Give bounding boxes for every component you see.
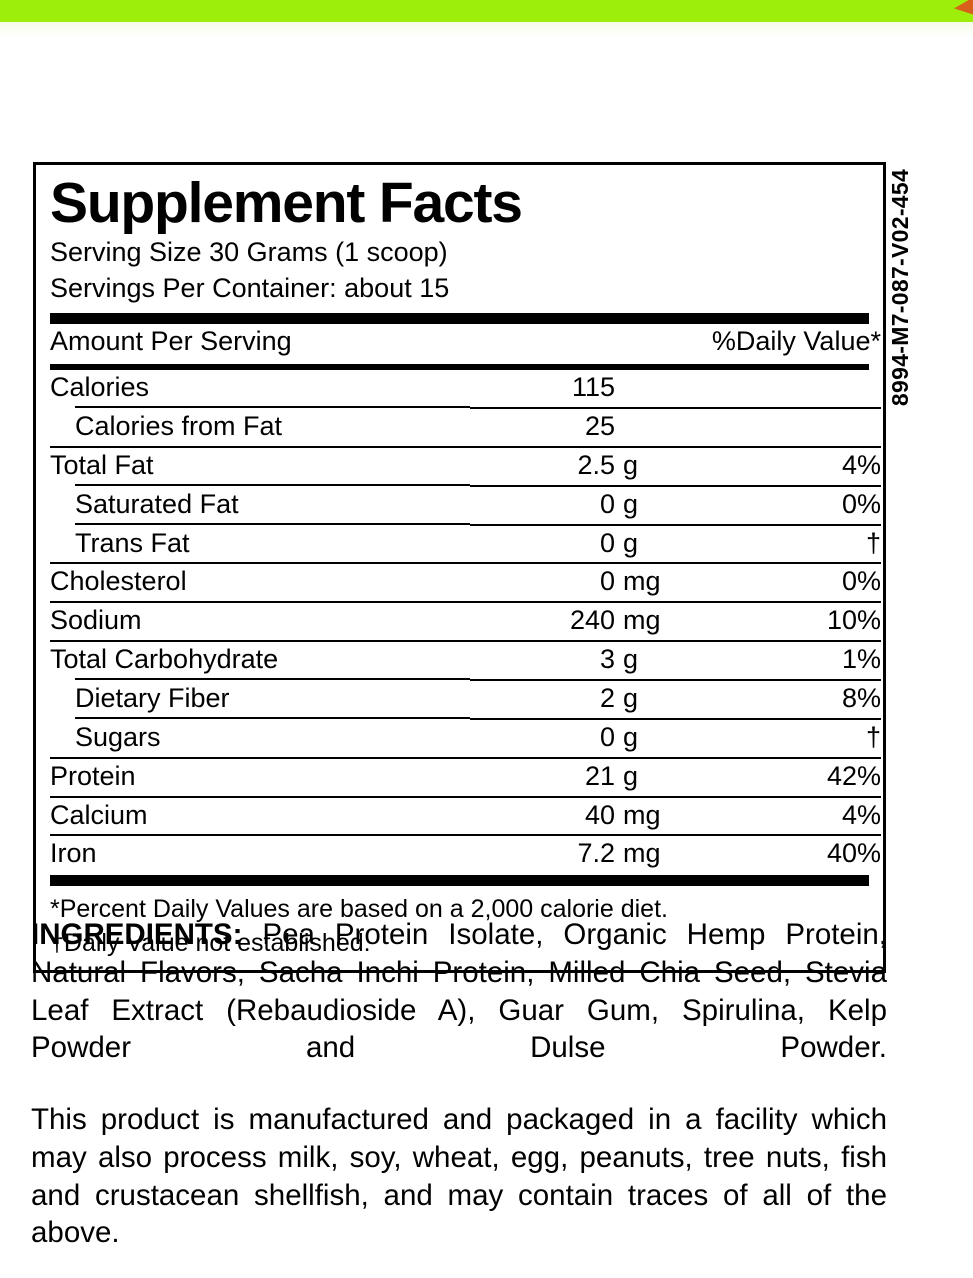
nutrient-daily-value: 4% <box>693 445 881 486</box>
nutrient-amount: 3 <box>470 640 623 680</box>
nutrient-unit <box>623 370 693 408</box>
nutrient-name: Cholesterol <box>50 562 470 603</box>
nutrient-amount: 2 <box>470 678 623 719</box>
table-row: Iron 7.2 mg 40% <box>50 834 881 874</box>
daily-value-header: %Daily Value* <box>711 326 881 357</box>
banner-shadow-fade <box>0 22 973 36</box>
nutrient-daily-value: 10% <box>693 601 881 642</box>
table-row: Sodium 240 mg 10% <box>50 601 881 642</box>
nutrient-name: Sodium <box>50 601 470 642</box>
amount-per-serving-header: Amount Per Serving <box>50 326 292 357</box>
table-row: Total Fat 2.5 g 4% <box>50 445 881 486</box>
ingredients-paragraph: INGREDIENTS: Pea Protein Isolate, Organi… <box>31 916 887 1105</box>
header-spacer-amount <box>470 324 623 362</box>
footer-thick-rule <box>50 875 869 887</box>
nutrient-unit: mg <box>623 562 693 603</box>
table-row: Trans Fat 0 g † <box>50 522 881 564</box>
nutrient-daily-value <box>693 406 881 447</box>
nutrient-name: Calcium <box>50 795 470 836</box>
nutrient-amount: 0 <box>470 484 623 525</box>
orange-triangle-shape <box>954 0 973 15</box>
table-row: Dietary Fiber 2 g 8% <box>50 677 881 719</box>
footnote-daily-value-not-established: †Daily Value not established. <box>50 928 371 957</box>
table-row: Cholesterol 0 mg 0% <box>50 562 881 603</box>
ingredients-label: INGREDIENTS: <box>31 918 243 951</box>
table-row: Protein 21 g 42% <box>50 756 881 797</box>
nutrient-daily-value <box>693 370 881 408</box>
nutrient-unit: mg <box>623 601 693 642</box>
lot-code: 8994-M7-087-V02-454 <box>884 152 918 422</box>
nutrient-daily-value: 0% <box>693 562 881 603</box>
nutrient-daily-value: 1% <box>693 640 881 680</box>
nutrient-amount: 25 <box>470 406 623 447</box>
nutrient-name: Iron <box>50 834 470 874</box>
lot-code-text: 8994-M7-087-V02-454 <box>887 168 914 406</box>
nutrient-daily-value: 40% <box>693 834 881 874</box>
nutrient-name: Calories <box>50 372 150 403</box>
nutrient-unit: g <box>623 484 693 525</box>
nutrient-name: Total Carbohydrate <box>50 640 470 680</box>
table-row: Calories from Fat 25 <box>50 405 881 447</box>
nutrient-unit: g <box>623 756 693 797</box>
nutrient-amount: 40 <box>470 795 623 836</box>
nutrition-table: Amount Per Serving %Daily Value* <box>50 324 881 362</box>
serving-size-line: Serving Size 30 Grams (1 scoop) <box>50 237 448 268</box>
nutrient-name: Trans Fat <box>50 522 470 564</box>
nutrient-name: Sugars <box>50 716 470 758</box>
nutrient-name: Saturated Fat <box>50 483 470 525</box>
table-row: Calories 115 <box>50 370 881 408</box>
nutrient-name: Protein <box>50 756 470 797</box>
nutrient-unit: g <box>623 678 693 719</box>
nutrient-amount: 7.2 <box>470 834 623 874</box>
table-row: Calcium 40 mg 4% <box>50 795 881 836</box>
nutrient-unit: mg <box>623 834 693 874</box>
nutrient-daily-value: 0% <box>693 484 881 525</box>
supplement-facts-panel: Supplement Facts Serving Size 30 Grams (… <box>33 162 886 974</box>
nutrient-daily-value: 8% <box>693 678 881 719</box>
top-green-banner <box>0 0 973 22</box>
pre-rows-rule <box>50 364 869 371</box>
nutrient-name: Dietary Fiber <box>50 677 470 719</box>
nutrient-unit <box>623 406 693 447</box>
nutrient-amount: 115 <box>571 372 615 403</box>
nutrient-amount: 0 <box>470 717 623 758</box>
nutrient-daily-value: 4% <box>693 795 881 836</box>
ingredients-text: Pea Protein Isolate, Organic Hemp Protei… <box>31 918 887 1065</box>
nutrient-name: Total Fat <box>50 445 470 486</box>
nutrient-unit: mg <box>623 795 693 836</box>
table-row: Sugars 0 g † <box>50 716 881 758</box>
corner-graphic-sliver <box>951 0 973 22</box>
nutrient-unit: g <box>623 445 693 486</box>
servings-per-container-line: Servings Per Container: about 15 <box>50 273 450 304</box>
header-spacer-unit <box>623 324 693 362</box>
table-row: Saturated Fat 0 g 0% <box>50 483 881 525</box>
panel-title: Supplement Facts <box>50 171 523 235</box>
nutrient-daily-value: 42% <box>693 756 881 797</box>
nutrient-daily-value: † <box>693 717 881 758</box>
table-row: Total Carbohydrate 3 g 1% <box>50 640 881 680</box>
nutrient-amount: 0 <box>470 523 623 564</box>
nutrition-rows-table: Calories 115 Calories from Fat 25 Total Fat 2… <box>50 370 881 874</box>
nutrient-unit: g <box>623 523 693 564</box>
nutrient-unit: g <box>623 717 693 758</box>
allergen-statement: This product is manufactured and package… <box>31 1103 887 1250</box>
header-thick-rule <box>50 313 869 325</box>
nutrient-amount: 0 <box>470 562 623 603</box>
nutrient-amount: 21 <box>470 756 623 797</box>
nutrient-amount: 2.5 <box>470 445 623 486</box>
nutrient-daily-value: † <box>693 523 881 564</box>
nutrient-name: Calories from Fat <box>50 405 470 447</box>
table-header-row: Amount Per Serving %Daily Value* <box>50 324 881 362</box>
nutrient-amount: 240 <box>470 601 623 642</box>
nutrient-unit: g <box>623 640 693 680</box>
footnote-percent-daily-value: *Percent Daily Values are based on a 2,0… <box>50 895 668 924</box>
